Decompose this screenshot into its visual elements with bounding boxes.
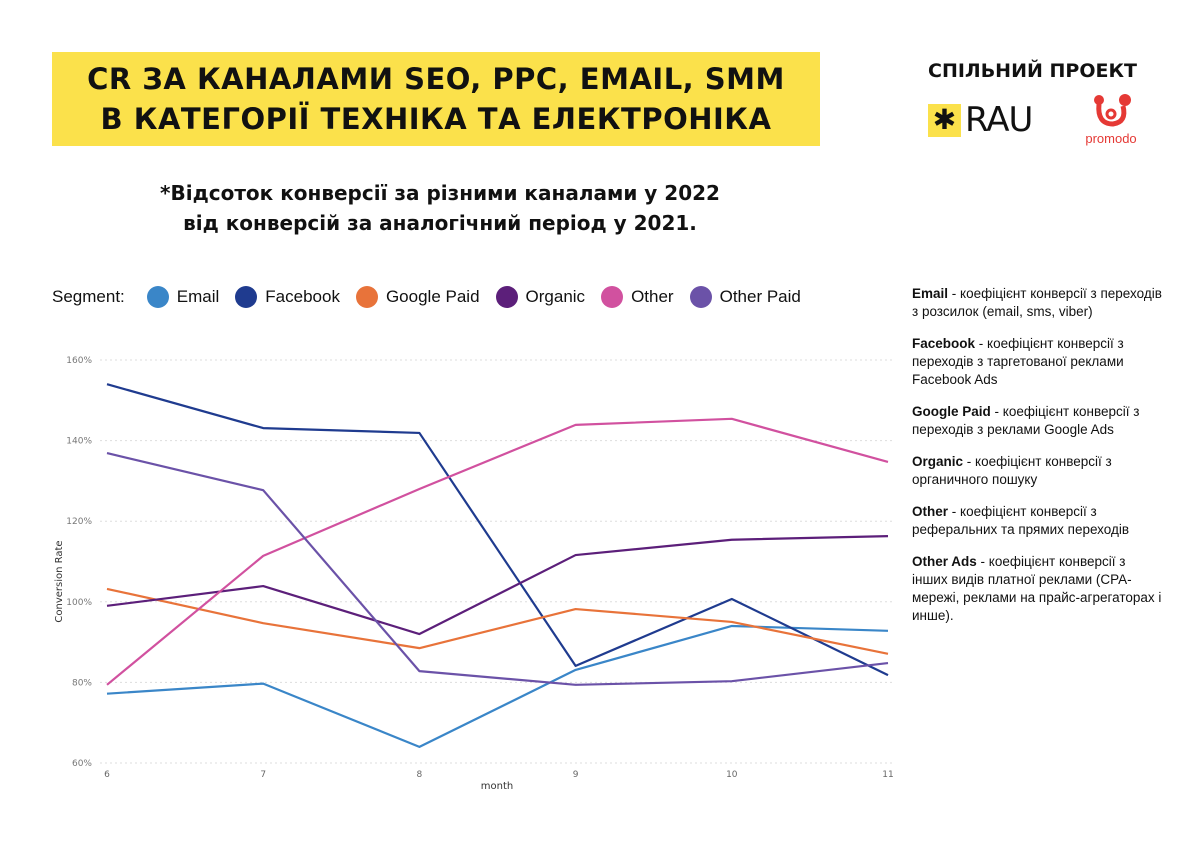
note-item: Email - коефіцієнт конверсії з переходів… (912, 285, 1162, 321)
note-term: Facebook (912, 336, 976, 351)
legend-text: Other (631, 287, 674, 306)
legend-item[interactable]: Google Paid (355, 286, 480, 308)
y-tick-label: 140% (66, 437, 92, 447)
promodo-mark-icon (1094, 94, 1131, 127)
y-tick-label: 60% (72, 759, 92, 769)
series-line-google-paid (106, 587, 889, 655)
note-item: Other Ads - коефіцієнт конверсії з інших… (912, 553, 1162, 625)
note-text: - коефіцієнт конверсії з переходів з тар… (912, 336, 1124, 387)
subtitle-line-2: від конверсій за аналогічний період у 20… (183, 211, 697, 235)
legend-dot-icon (355, 286, 378, 308)
x-tick-label: 8 (417, 770, 423, 780)
x-tick-label: 9 (573, 770, 579, 780)
series-line-email (106, 624, 889, 748)
note-text: - коефіцієнт конверсії з переходів з рек… (912, 404, 1140, 437)
x-axis-title: month (481, 781, 513, 792)
y-tick-label: 80% (72, 678, 92, 688)
y-tick-label: 160% (66, 356, 92, 366)
rau-logo-text: RAU (965, 100, 1033, 140)
title-banner: CR ЗА КАНАЛАМИ SEO, PPC, EMAIL, SMM В КА… (52, 52, 820, 146)
y-tick-label: 100% (66, 598, 92, 608)
note-item: Facebook - коефіцієнт конверсії з перехо… (912, 335, 1162, 389)
note-term: Other (912, 504, 949, 519)
series-line-organic (106, 535, 889, 636)
segment-notes: Email - коефіцієнт конверсії з переходів… (912, 285, 1162, 639)
chart-legend: Segment: Email Facebook Google Paid Organic… (52, 286, 817, 308)
legend-label: Segment: (52, 287, 125, 306)
legend-dot-icon (235, 286, 258, 308)
series-line-facebook (106, 383, 889, 677)
legend-item[interactable]: Other (601, 286, 674, 308)
joint-project-label: СПІЛЬНИЙ ПРОЕКТ (928, 60, 1137, 82)
note-item: Other - коефіцієнт конверсії з реферальн… (912, 503, 1162, 539)
subtitle-line-1: *Відсоток конверсії за різними каналами … (160, 181, 720, 205)
note-term: Email (912, 286, 949, 301)
series-line-other-paid (106, 452, 889, 686)
x-tick-label: 10 (726, 770, 738, 780)
legend-text: Email (176, 287, 220, 306)
x-tick-label: 6 (104, 770, 110, 780)
subtitle: *Відсоток конверсії за різними каналами … (140, 178, 740, 238)
x-tick-label: 7 (260, 770, 266, 780)
legend-dot-icon (601, 286, 624, 308)
rau-logo: ✱ RAU (928, 100, 1033, 140)
promodo-logo: promodo (1076, 92, 1146, 146)
note-text: - коефіцієнт конверсії з інших видів пла… (912, 554, 1162, 623)
legend-dot-icon (495, 286, 518, 308)
y-axis-title: Conversion Rate (54, 540, 65, 622)
legend-item[interactable]: Organic (495, 286, 586, 308)
note-term: Organic (912, 454, 964, 469)
x-tick-label: 11 (882, 770, 893, 780)
note-term: Google Paid (912, 404, 991, 419)
note-text: - коефіцієнт конверсії з органичного пош… (912, 454, 1112, 487)
legend-text: Google Paid (385, 287, 480, 306)
star-icon: ✱ (928, 103, 961, 137)
legend-text: Facebook (265, 287, 340, 306)
legend-item[interactable]: Email (146, 286, 220, 308)
title-line-2: В КАТЕГОРІЇ ТЕХНІКА ТА ЕЛЕКТРОНІКА (100, 102, 772, 136)
legend-item[interactable]: Facebook (235, 286, 340, 308)
legend-text: Other Paid (719, 287, 801, 306)
line-chart: 60% 80% 100% 120% 140% 160% 6 7 8 9 10 11 month Conve… (54, 356, 895, 792)
legend-dot-icon (689, 286, 712, 308)
legend-dot-icon (146, 286, 169, 308)
note-item: Google Paid - коефіцієнт конверсії з пер… (912, 403, 1162, 439)
series-line-other (106, 417, 889, 686)
note-text: - коефіцієнт конверсії з реферальних та … (912, 504, 1130, 537)
note-text: - коефіцієнт конверсії з переходів з роз… (912, 286, 1162, 319)
legend-item[interactable]: Other Paid (689, 286, 801, 308)
promodo-logo-text: promodo (1085, 131, 1137, 146)
title-line-1: CR ЗА КАНАЛАМИ SEO, PPC, EMAIL, SMM (87, 62, 785, 96)
note-term: Other Ads (912, 554, 977, 569)
y-tick-label: 120% (66, 517, 92, 527)
note-item: Organic - коефіцієнт конверсії з органич… (912, 453, 1162, 489)
legend-text: Organic (525, 287, 586, 306)
